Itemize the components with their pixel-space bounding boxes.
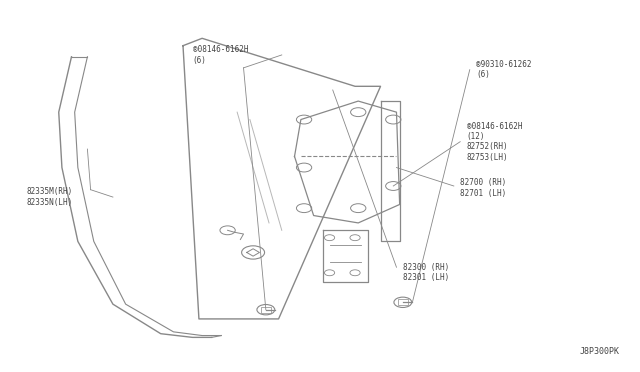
Text: ®08146-6162H
(6): ®08146-6162H (6) bbox=[193, 45, 248, 65]
Text: J8P300PK: J8P300PK bbox=[579, 347, 620, 356]
Text: 82335M(RH)
82335N(LH): 82335M(RH) 82335N(LH) bbox=[27, 187, 73, 207]
Text: 82300 (RH)
82301 (LH): 82300 (RH) 82301 (LH) bbox=[403, 263, 449, 282]
Bar bbox=[397, 299, 408, 305]
Text: 82700 (RH)
82701 (LH): 82700 (RH) 82701 (LH) bbox=[460, 178, 506, 198]
Text: ®90310-61262
(6): ®90310-61262 (6) bbox=[476, 60, 532, 79]
Text: ®08146-6162H
(12)
82752(RH)
82753(LH): ®08146-6162H (12) 82752(RH) 82753(LH) bbox=[467, 122, 522, 162]
Bar bbox=[260, 307, 271, 312]
